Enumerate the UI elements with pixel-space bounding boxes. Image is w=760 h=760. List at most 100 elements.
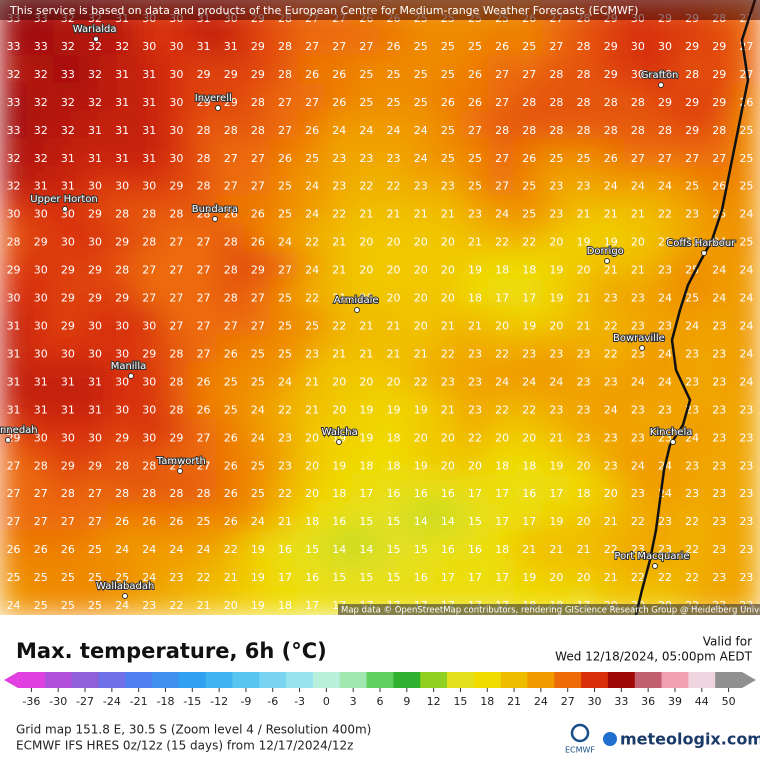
grid-value: 26	[387, 40, 401, 53]
heat-cell	[324, 110, 354, 141]
grid-value: 22	[495, 403, 509, 416]
heat-cell	[53, 334, 83, 365]
heat-cell	[0, 82, 29, 113]
grid-value: 23	[631, 487, 645, 500]
grid-value: 31	[61, 403, 75, 416]
grid-value: 18	[468, 292, 482, 305]
grid-value: 22	[278, 487, 292, 500]
grid-value: 27	[197, 319, 211, 332]
grid-value: 21	[604, 515, 618, 528]
grid-value: 24	[658, 375, 672, 388]
heat-cell	[623, 110, 653, 141]
grid-value: 25	[468, 180, 482, 193]
heat-cell	[107, 278, 137, 309]
colorbar-swatch	[715, 672, 743, 688]
heat-cell	[297, 586, 327, 615]
grid-value: 26	[224, 459, 238, 472]
grid-value: 29	[7, 264, 21, 277]
grid-value: 24	[739, 208, 753, 221]
heat-cell	[731, 250, 760, 281]
heat-cell	[351, 390, 381, 421]
heat-cell	[541, 334, 571, 365]
heat-cell	[731, 166, 760, 197]
heat-cell	[0, 474, 29, 505]
heat-cell	[26, 334, 56, 365]
grid-value: 30	[631, 68, 645, 81]
heat-cell	[514, 278, 544, 309]
grid-value: 23	[332, 152, 346, 165]
heat-cell	[80, 166, 110, 197]
grid-value: 27	[305, 96, 319, 109]
grid-value: 23	[577, 375, 591, 388]
grid-value: 25	[278, 208, 292, 221]
heat-cell	[487, 362, 517, 393]
heat-cell	[596, 194, 626, 225]
grid-value: 28	[631, 124, 645, 137]
grid-value: 14	[441, 515, 455, 528]
grid-value: 28	[522, 124, 536, 137]
grid-value: 21	[387, 319, 401, 332]
grid-value: 28	[251, 124, 265, 137]
grid-value: 27	[169, 236, 183, 249]
grid-value: 32	[34, 152, 48, 165]
heat-cell	[677, 166, 707, 197]
heat-cell	[514, 194, 544, 225]
grid-value: 16	[441, 487, 455, 500]
grid-value: 29	[658, 96, 672, 109]
grid-value: 18	[305, 515, 319, 528]
heat-cell	[487, 222, 517, 253]
grid-value: 16	[414, 487, 428, 500]
heat-cell	[487, 250, 517, 281]
heat-cell	[569, 306, 599, 337]
colorbar-swatch	[339, 672, 368, 688]
heat-cell	[161, 278, 191, 309]
heat-cell	[460, 82, 490, 113]
heat-cell	[53, 362, 83, 393]
heat-cell	[243, 586, 273, 615]
grid-value: 15	[387, 543, 401, 556]
heat-cell	[514, 110, 544, 141]
grid-value: 28	[169, 375, 183, 388]
grid-value: 21	[577, 319, 591, 332]
grid-value: 29	[61, 459, 75, 472]
grid-value: 21	[414, 347, 428, 360]
grid-value: 31	[61, 152, 75, 165]
grid-value: 20	[414, 319, 428, 332]
town-label: Dorrigo	[587, 246, 624, 257]
grid-value: 28	[197, 487, 211, 500]
grid-value: 19	[604, 236, 618, 249]
heat-cell	[216, 502, 246, 533]
grid-value: 27	[251, 180, 265, 193]
footer-line2: ECMWF IFS HRES 0z/12z (15 days) from 12/…	[16, 739, 353, 753]
colorbar-arrow	[4, 672, 18, 688]
grid-value: 32	[61, 96, 75, 109]
heat-cell	[433, 390, 463, 421]
heat-cell	[270, 54, 300, 85]
heat-cell	[297, 334, 327, 365]
colorbar-label: 50	[722, 695, 736, 708]
heat-cell	[134, 306, 164, 337]
heat-cell	[270, 110, 300, 141]
heat-cell	[433, 54, 463, 85]
town-dot	[62, 206, 68, 212]
grid-value: 21	[549, 431, 563, 444]
attribution: Map data © OpenStreetMap contributors, r…	[341, 606, 760, 616]
heat-cell	[270, 82, 300, 113]
heat-cell	[243, 250, 273, 281]
colorbar-label: -9	[240, 695, 251, 708]
heat-cell	[0, 334, 29, 365]
grid-value: 25	[61, 599, 75, 612]
heat-cell	[243, 110, 273, 141]
grid-value: 27	[495, 180, 509, 193]
heat-cell	[596, 306, 626, 337]
heat-cell	[216, 26, 246, 57]
grid-value: 28	[197, 208, 211, 221]
heat-cell	[650, 110, 680, 141]
town-dot	[701, 250, 707, 256]
heat-cell	[623, 362, 653, 393]
grid-value: 20	[441, 459, 455, 472]
grid-value: 21	[441, 403, 455, 416]
grid-value: 25	[197, 515, 211, 528]
heat-cell	[677, 558, 707, 589]
grid-value: 24	[251, 431, 265, 444]
